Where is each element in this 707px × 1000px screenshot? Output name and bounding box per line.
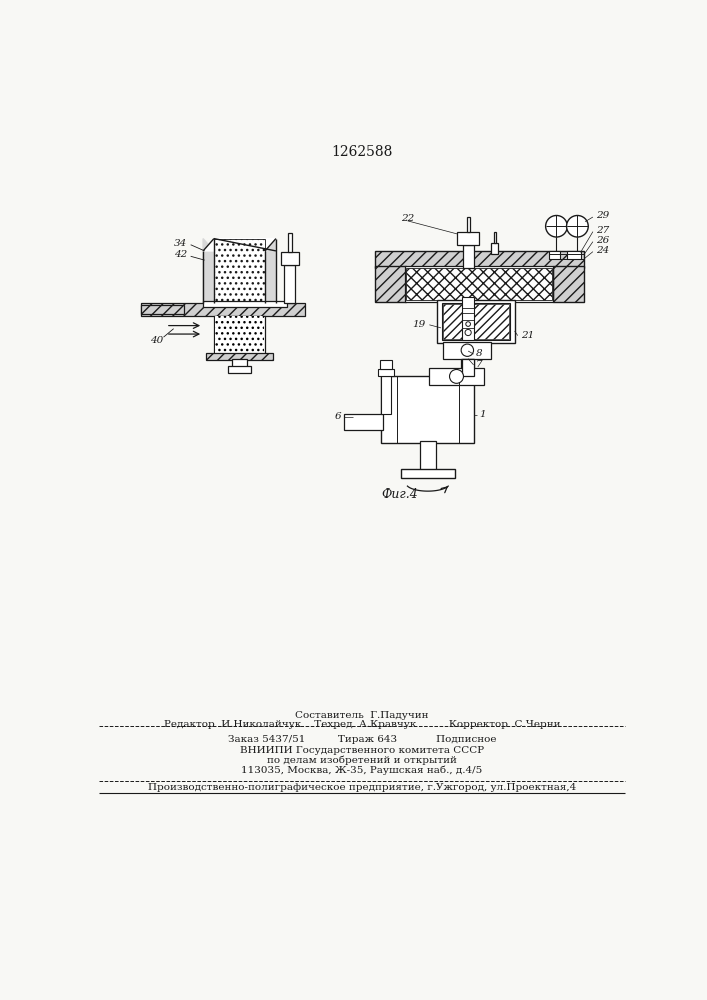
Bar <box>420 441 436 470</box>
Text: 42: 42 <box>175 250 187 259</box>
Bar <box>461 359 474 376</box>
Text: 1262588: 1262588 <box>332 145 392 159</box>
Text: 6: 6 <box>334 412 341 421</box>
Bar <box>401 469 455 478</box>
Circle shape <box>461 344 474 356</box>
Bar <box>462 245 474 268</box>
Bar <box>566 251 580 259</box>
Bar <box>443 342 491 359</box>
Bar <box>406 268 552 300</box>
Circle shape <box>450 369 464 383</box>
Bar <box>442 303 477 340</box>
Text: Фиг.4: Фиг.4 <box>381 488 418 501</box>
Bar <box>429 368 484 385</box>
Bar <box>381 376 474 443</box>
Bar <box>375 251 585 268</box>
Bar <box>380 360 392 369</box>
Text: Редактор  И.Николайчук    Техред  А.Кравчук          Корректор  С.Черни: Редактор И.Николайчук Техред А.Кравчук К… <box>164 720 560 729</box>
Bar <box>404 266 554 302</box>
Bar <box>232 359 247 368</box>
Bar <box>491 243 498 254</box>
Text: Заказ 5437/51          Тираж 643            Подписное: Заказ 5437/51 Тираж 643 Подписное <box>228 735 496 744</box>
Text: 26: 26 <box>596 236 609 245</box>
Circle shape <box>466 322 470 326</box>
Text: 1: 1 <box>480 410 486 419</box>
Circle shape <box>546 215 567 237</box>
Text: 22: 22 <box>402 214 415 223</box>
Polygon shape <box>265 239 276 303</box>
Bar <box>141 303 305 316</box>
Text: 29: 29 <box>596 211 609 220</box>
Text: 113035, Москва, Ж-35, Раушская наб., д.4/5: 113035, Москва, Ж-35, Раушская наб., д.4… <box>241 766 483 775</box>
Polygon shape <box>203 239 214 303</box>
Bar <box>344 414 383 430</box>
Bar <box>443 304 509 339</box>
Text: по делам изобретений и открытий: по делам изобретений и открытий <box>267 756 457 765</box>
Bar <box>281 252 299 265</box>
Polygon shape <box>203 239 276 251</box>
Text: 34: 34 <box>175 239 187 248</box>
Text: Составитель  Г.Падучин: Составитель Г.Падучин <box>296 711 428 720</box>
Bar <box>288 233 292 252</box>
Circle shape <box>465 329 472 336</box>
Bar <box>457 232 479 245</box>
Bar <box>381 376 391 414</box>
Bar <box>378 369 394 376</box>
Text: 27: 27 <box>596 226 609 235</box>
Bar <box>549 251 559 259</box>
Bar <box>284 265 296 303</box>
Bar <box>206 353 273 360</box>
Text: ВНИИПИ Государственного комитета СССР: ВНИИПИ Государственного комитета СССР <box>240 746 484 755</box>
Bar <box>228 366 251 373</box>
Bar <box>462 359 474 376</box>
Text: 21: 21 <box>521 331 534 340</box>
Bar <box>215 316 264 355</box>
Text: 40: 40 <box>151 336 163 345</box>
Text: 8: 8 <box>476 349 482 358</box>
Bar <box>214 239 265 303</box>
Text: Производственно-полиграфическое предприятие, г.Ужгород, ул.Проектная,4: Производственно-полиграфическое предприя… <box>148 783 576 792</box>
Text: 7: 7 <box>476 360 482 369</box>
Bar <box>554 266 585 302</box>
Bar <box>493 232 496 243</box>
Bar <box>375 266 406 302</box>
Text: 24: 24 <box>596 246 609 255</box>
Bar <box>214 316 265 356</box>
Circle shape <box>566 215 588 237</box>
Bar <box>462 297 474 340</box>
Bar <box>467 217 469 232</box>
Bar <box>141 305 184 314</box>
Bar <box>437 300 515 343</box>
Bar <box>203 301 287 307</box>
Text: 19: 19 <box>412 320 426 329</box>
Bar <box>475 303 510 340</box>
